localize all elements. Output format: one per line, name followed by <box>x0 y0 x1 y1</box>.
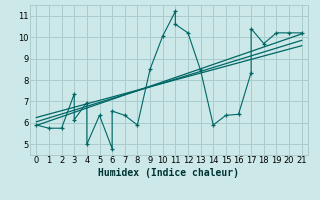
Point <box>261 42 266 45</box>
Point <box>84 101 89 104</box>
Point <box>223 114 228 117</box>
Point <box>274 31 279 34</box>
Point <box>34 123 39 127</box>
Point <box>249 27 254 30</box>
Point <box>122 114 127 117</box>
Point <box>135 123 140 127</box>
Point <box>249 71 254 74</box>
Point <box>109 109 115 113</box>
Point <box>211 123 216 127</box>
Point <box>97 114 102 117</box>
Point <box>198 69 203 72</box>
Point <box>286 31 292 34</box>
Point <box>185 31 190 34</box>
Point <box>236 113 241 116</box>
X-axis label: Humidex (Indice chaleur): Humidex (Indice chaleur) <box>99 168 239 178</box>
Point <box>173 23 178 26</box>
Point <box>84 143 89 146</box>
Point <box>299 31 304 34</box>
Point <box>72 118 77 121</box>
Point <box>72 92 77 96</box>
Point <box>160 34 165 38</box>
Point <box>173 10 178 13</box>
Point <box>59 127 64 130</box>
Point <box>109 147 115 150</box>
Point <box>46 127 52 130</box>
Point <box>148 68 153 71</box>
